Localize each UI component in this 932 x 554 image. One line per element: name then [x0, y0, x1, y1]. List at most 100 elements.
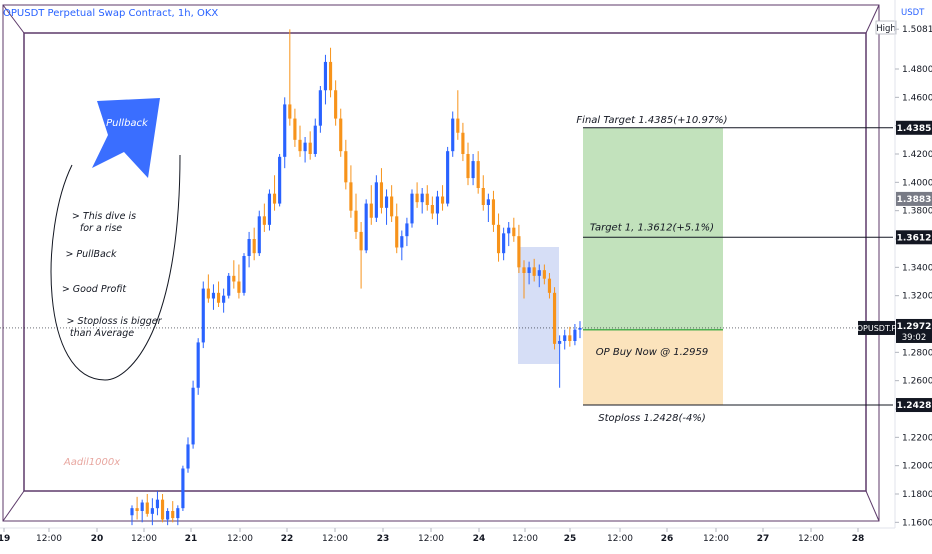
candle-body[interactable] — [216, 292, 221, 303]
candle-body[interactable] — [150, 508, 154, 514]
candle-body[interactable] — [461, 132, 465, 154]
candle-body[interactable] — [283, 104, 287, 157]
pullback-zone — [518, 247, 559, 364]
candle-body[interactable] — [339, 118, 343, 152]
candle-body[interactable] — [247, 239, 251, 256]
candle-body[interactable] — [558, 341, 562, 344]
candle-body[interactable] — [303, 142, 307, 152]
candle-body[interactable] — [272, 193, 277, 204]
candle-body[interactable] — [308, 142, 312, 154]
candle-body[interactable] — [191, 387, 195, 445]
candle-body[interactable] — [405, 223, 409, 237]
candle-body[interactable] — [278, 156, 282, 204]
candle-body[interactable] — [415, 193, 419, 203]
candle-body[interactable] — [145, 502, 149, 514]
chart-title[interactable]: OPUSDT Perpetual Swap Contract, 1h, OKX — [3, 8, 218, 19]
candle-body[interactable] — [237, 281, 241, 293]
candle-body[interactable] — [293, 118, 297, 140]
candle-body[interactable] — [471, 161, 475, 179]
candle-body[interactable] — [211, 292, 216, 299]
candle-body[interactable] — [130, 508, 134, 516]
price-label-text: 1.3612 — [897, 233, 932, 243]
candle-body[interactable] — [527, 267, 531, 273]
candle-body[interactable] — [242, 256, 246, 293]
candle-body[interactable] — [186, 444, 190, 469]
candle-body[interactable] — [542, 270, 546, 279]
candle-body[interactable] — [517, 236, 521, 268]
candle-body[interactable] — [512, 227, 516, 237]
candle-body[interactable] — [466, 154, 470, 179]
candle-body[interactable] — [507, 227, 511, 234]
candle-body[interactable] — [318, 90, 322, 126]
candle-body[interactable] — [440, 196, 445, 204]
price-label-text: 1.4385 — [897, 124, 932, 134]
candle-body[interactable] — [435, 196, 440, 214]
candle-body[interactable] — [390, 196, 394, 217]
candle-body[interactable] — [491, 199, 496, 225]
inner-frame — [23, 32, 867, 492]
candle-body[interactable] — [476, 161, 480, 188]
candle-body[interactable] — [135, 508, 139, 511]
candle-body[interactable] — [166, 511, 170, 520]
candles-group[interactable] — [130, 29, 582, 526]
candle-body[interactable] — [573, 329, 577, 341]
candle-body[interactable] — [140, 502, 144, 512]
candle-body[interactable] — [537, 270, 541, 276]
candle-body[interactable] — [384, 196, 389, 208]
time-tick-label: 21 — [185, 534, 198, 544]
candle-body[interactable] — [257, 216, 261, 254]
candle-body[interactable] — [563, 335, 567, 341]
candle-body[interactable] — [420, 193, 424, 203]
candle-body[interactable] — [425, 193, 429, 205]
candle-body[interactable] — [262, 216, 266, 225]
candle-body[interactable] — [298, 139, 302, 152]
candle-body[interactable] — [456, 118, 460, 133]
candle-body[interactable] — [446, 151, 450, 204]
candle-body[interactable] — [232, 275, 236, 282]
candle-body[interactable] — [155, 499, 160, 509]
candle-body[interactable] — [502, 233, 506, 254]
candle-body[interactable] — [222, 295, 226, 303]
candle-body[interactable] — [201, 288, 205, 343]
candle-body[interactable] — [328, 61, 333, 91]
candle-body[interactable] — [323, 61, 328, 91]
candle-body[interactable] — [578, 327, 582, 330]
candle-body[interactable] — [181, 468, 185, 509]
candle-body[interactable] — [400, 236, 404, 248]
candle-body[interactable] — [568, 335, 572, 341]
candle-body[interactable] — [532, 267, 536, 276]
candle-body[interactable] — [334, 90, 338, 119]
candle-body[interactable] — [552, 292, 557, 344]
candle-body[interactable] — [379, 182, 384, 208]
candle-body[interactable] — [196, 342, 200, 388]
candle-body[interactable] — [486, 199, 490, 205]
time-tick-label: 25 — [564, 534, 577, 544]
candle-body[interactable] — [176, 508, 180, 519]
candle-body[interactable] — [364, 203, 368, 251]
candle-body[interactable] — [481, 188, 485, 205]
candle-body[interactable] — [267, 193, 272, 225]
candle-body[interactable] — [410, 193, 414, 224]
candle-body[interactable] — [252, 239, 256, 254]
candle-body[interactable] — [288, 104, 292, 119]
candle-body[interactable] — [206, 288, 210, 299]
candle-body[interactable] — [522, 267, 526, 273]
candle-body[interactable] — [359, 231, 363, 251]
candle-body[interactable] — [344, 151, 348, 183]
candle-body[interactable] — [451, 118, 455, 152]
candle-body[interactable] — [430, 205, 434, 214]
candle-body[interactable] — [227, 275, 231, 296]
candle-body[interactable] — [171, 511, 175, 519]
candle-body[interactable] — [374, 182, 378, 218]
price-label-text: 1.2428 — [897, 401, 932, 411]
candle-body[interactable] — [313, 125, 317, 154]
candle-body[interactable] — [496, 224, 501, 254]
time-scale[interactable]: 19 12:00 20 12:00 21 12:00 22 12:00 23 12:00 24 12:… — [0, 528, 864, 544]
candle-body[interactable] — [369, 203, 373, 218]
candle-body[interactable] — [547, 278, 552, 293]
candle-body[interactable] — [354, 210, 358, 232]
candle-body[interactable] — [395, 216, 399, 248]
candle-body[interactable] — [160, 499, 165, 520]
candle-body[interactable] — [349, 182, 353, 211]
